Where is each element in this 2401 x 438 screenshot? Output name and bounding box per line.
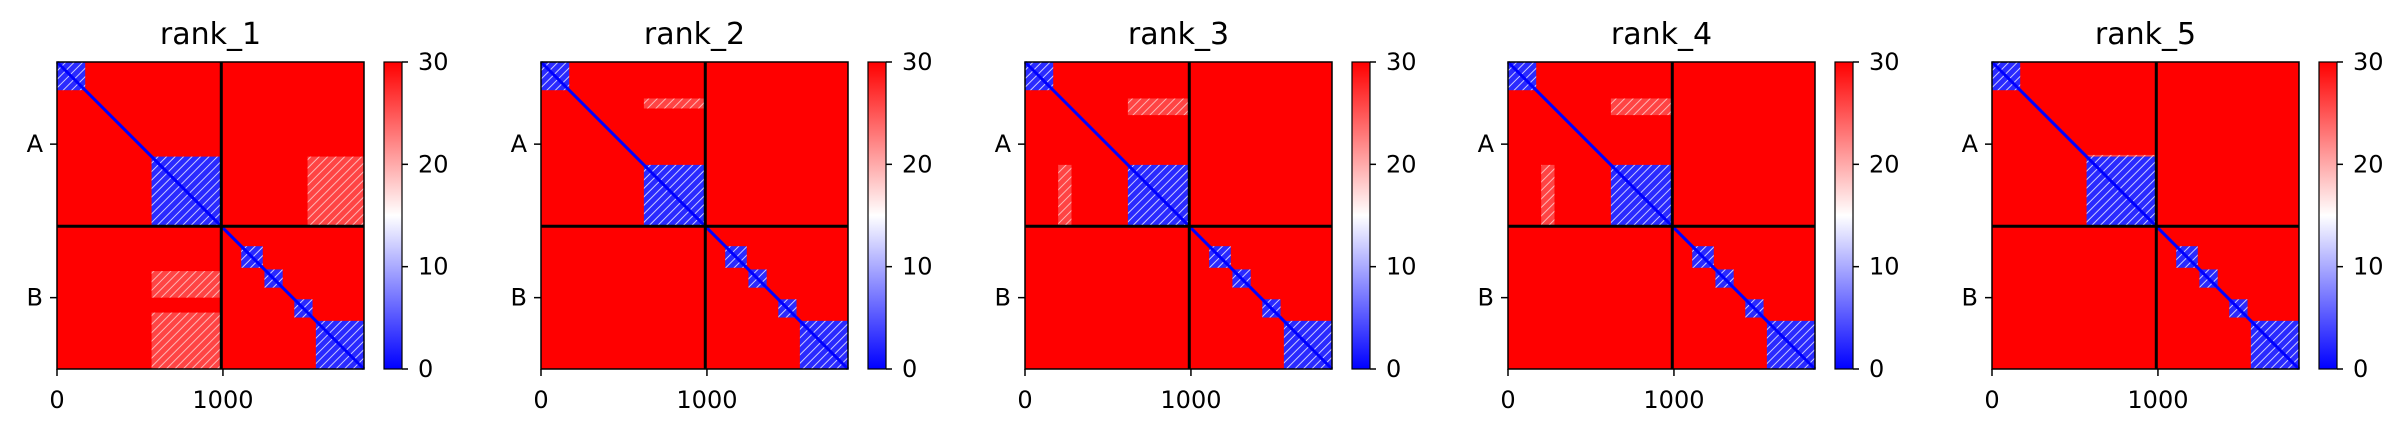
mid-distance-region — [151, 271, 222, 298]
panel-1: rank_1 0 1000 A B 0 10 20 30 — [27, 17, 449, 414]
y-tick-label: B — [511, 284, 527, 312]
y-tick-label: B — [27, 284, 43, 312]
colorbar — [2319, 62, 2337, 369]
mid-distance-region — [1058, 164, 1072, 227]
axes-frame — [1024, 61, 1333, 370]
y-tick-label: A — [995, 130, 1012, 158]
axes-frame — [56, 61, 365, 370]
axes-frame — [1507, 61, 1816, 370]
x-tick-label: 1000 — [2127, 386, 2188, 414]
x-tick-label: 0 — [1984, 386, 1999, 414]
colorbar-tick-label: 10 — [1869, 253, 1900, 281]
y-tick-label: A — [1962, 130, 1979, 158]
mid-distance-region — [307, 156, 364, 227]
y-tick-label: B — [1478, 284, 1494, 312]
colorbar-tick-label: 0 — [902, 355, 917, 383]
colorbar-tick-label: 0 — [2353, 355, 2368, 383]
y-tick-label: A — [511, 130, 528, 158]
axes-frame — [540, 61, 849, 370]
y-tick-label: A — [27, 130, 44, 158]
panel-5: rank_5 0 1000 A B 0 10 20 30 — [1962, 17, 2384, 414]
colorbar — [384, 62, 402, 369]
colorbar — [868, 62, 886, 369]
panel-3: rank_3 0 1000 A B 0 10 20 30 — [995, 17, 1417, 414]
colorbar-tick-label: 30 — [2353, 48, 2384, 76]
x-tick-label: 0 — [1500, 386, 1515, 414]
panel-title: rank_4 — [1611, 17, 1712, 52]
panel-4: rank_4 0 1000 A B 0 10 20 30 — [1478, 17, 1900, 414]
diagonal-line — [1506, 60, 1817, 371]
x-tick-label: 0 — [533, 386, 548, 414]
x-tick-label: 0 — [1017, 386, 1032, 414]
colorbar-tick-label: 20 — [1869, 150, 1900, 178]
colorbar-tick-label: 10 — [1386, 253, 1417, 281]
panel-title: rank_2 — [644, 17, 745, 52]
diagonal-line — [1990, 60, 2301, 371]
mid-distance-region — [1610, 98, 1673, 116]
y-tick-label: A — [1478, 130, 1495, 158]
colorbar-tick-label: 20 — [1386, 150, 1417, 178]
diagonal-line — [55, 60, 366, 371]
colorbar-tick-label: 10 — [902, 253, 933, 281]
colorbar-tick-label: 0 — [1869, 355, 1884, 383]
mid-distance-region — [1541, 164, 1555, 227]
diagonal-line — [1023, 60, 1334, 371]
colorbar-frame — [1834, 61, 1854, 370]
colorbar-tick-label: 10 — [418, 253, 449, 281]
x-tick-label: 1000 — [676, 386, 737, 414]
colorbar-tick-label: 0 — [1386, 355, 1401, 383]
colorbar-frame — [2318, 61, 2338, 370]
colorbar-tick-label: 0 — [418, 355, 433, 383]
colorbar-frame — [383, 61, 403, 370]
x-tick-label: 1000 — [1643, 386, 1704, 414]
diagonal-line — [539, 60, 850, 371]
colorbar — [1352, 62, 1370, 369]
colorbar-tick-label: 30 — [1869, 48, 1900, 76]
axes-frame — [1991, 61, 2300, 370]
colorbar-tick-label: 20 — [418, 150, 449, 178]
y-tick-label: B — [995, 284, 1011, 312]
panel-title: rank_5 — [2095, 17, 2196, 52]
colorbar-tick-label: 30 — [418, 48, 449, 76]
colorbar-tick-label: 30 — [902, 48, 933, 76]
panel-2: rank_2 0 1000 A B 0 10 20 30 — [511, 17, 933, 414]
colorbar-frame — [1351, 61, 1371, 370]
x-tick-label: 1000 — [1160, 386, 1221, 414]
mid-distance-region — [643, 98, 706, 109]
mid-distance-region — [151, 312, 222, 369]
colorbar-tick-label: 20 — [902, 150, 933, 178]
mid-distance-region — [1127, 98, 1190, 116]
colorbar — [1835, 62, 1853, 369]
colorbar-frame — [867, 61, 887, 370]
colorbar-tick-label: 20 — [2353, 150, 2384, 178]
panel-title: rank_3 — [1128, 17, 1229, 52]
x-tick-label: 1000 — [192, 386, 253, 414]
panel-title: rank_1 — [160, 17, 261, 52]
colorbar-tick-label: 10 — [2353, 253, 2384, 281]
colorbar-tick-label: 30 — [1386, 48, 1417, 76]
y-tick-label: B — [1962, 284, 1978, 312]
x-tick-label: 0 — [49, 386, 64, 414]
